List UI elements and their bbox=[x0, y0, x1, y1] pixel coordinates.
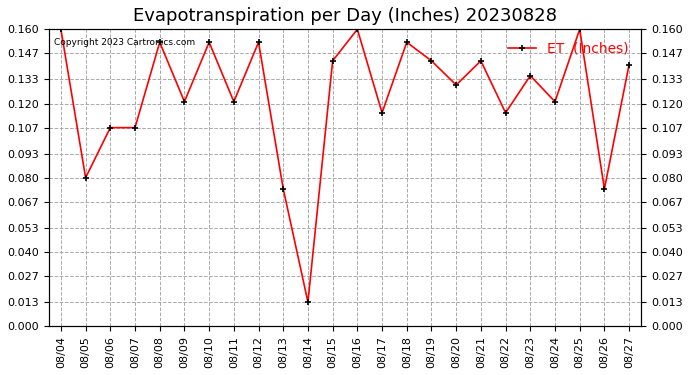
Legend: ET  (Inches): ET (Inches) bbox=[503, 36, 635, 62]
ET  (Inches) bbox=[551, 99, 559, 104]
ET  (Inches) bbox=[625, 62, 633, 67]
ET  (Inches) bbox=[477, 58, 485, 63]
Line: ET  (Inches): ET (Inches) bbox=[57, 26, 633, 306]
ET  (Inches) bbox=[81, 176, 90, 180]
ET  (Inches) bbox=[279, 187, 287, 191]
ET  (Inches) bbox=[57, 27, 65, 32]
ET  (Inches) bbox=[378, 111, 386, 115]
ET  (Inches) bbox=[230, 99, 238, 104]
ET  (Inches) bbox=[600, 187, 609, 191]
ET  (Inches) bbox=[106, 125, 115, 130]
ET  (Inches) bbox=[155, 40, 164, 45]
Text: Copyright 2023 Cartronics.com: Copyright 2023 Cartronics.com bbox=[55, 38, 195, 47]
ET  (Inches) bbox=[255, 40, 263, 45]
Title: Evapotranspiration per Day (Inches) 20230828: Evapotranspiration per Day (Inches) 2023… bbox=[133, 7, 557, 25]
ET  (Inches) bbox=[427, 58, 435, 63]
ET  (Inches) bbox=[328, 58, 337, 63]
ET  (Inches) bbox=[353, 27, 362, 32]
ET  (Inches) bbox=[452, 83, 460, 87]
ET  (Inches) bbox=[304, 300, 312, 304]
ET  (Inches) bbox=[526, 74, 535, 78]
ET  (Inches) bbox=[502, 111, 510, 115]
ET  (Inches) bbox=[131, 125, 139, 130]
ET  (Inches) bbox=[205, 40, 213, 45]
ET  (Inches) bbox=[575, 27, 584, 32]
ET  (Inches) bbox=[180, 99, 188, 104]
ET  (Inches) bbox=[403, 40, 411, 45]
